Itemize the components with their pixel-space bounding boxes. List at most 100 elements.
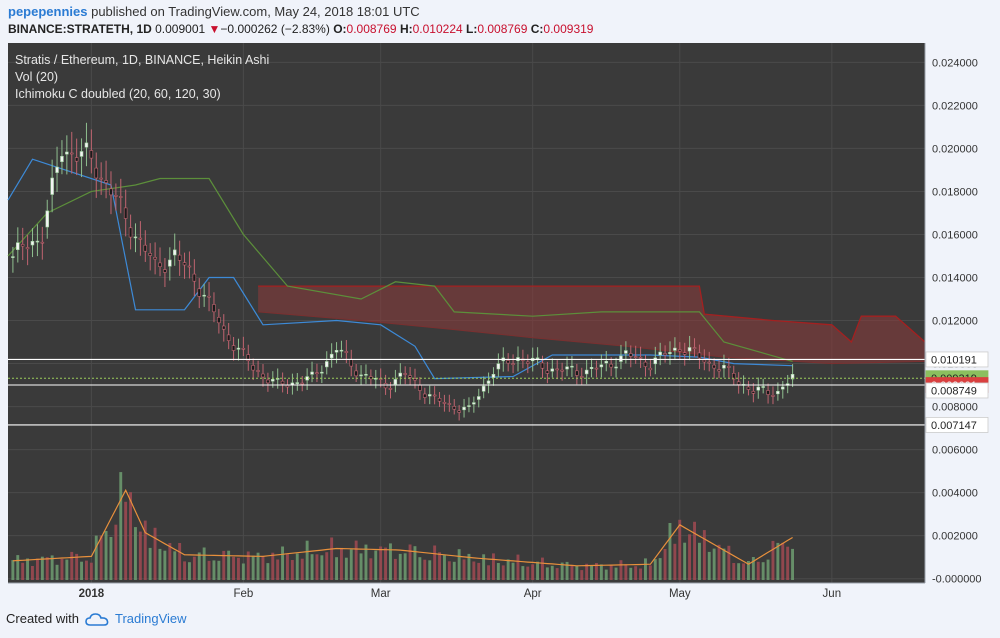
volume-bar — [207, 560, 211, 580]
volume-bar — [472, 561, 476, 580]
volume-bar — [668, 523, 672, 580]
volume-bar — [232, 556, 235, 580]
volume-bar — [183, 561, 186, 580]
volume-bar — [624, 564, 628, 580]
candle-body — [570, 365, 574, 368]
volume-bar — [580, 570, 584, 580]
volume-bar — [619, 560, 623, 580]
candle-body — [472, 402, 476, 405]
volume-bar — [712, 548, 716, 580]
price-axis — [925, 43, 1000, 583]
price-label-box — [925, 417, 989, 433]
candle-body — [231, 345, 236, 351]
volume-bar — [487, 565, 490, 580]
volume-bar — [384, 547, 387, 580]
volume-bar — [163, 550, 167, 580]
tradingview-brand-link[interactable]: TradingView — [114, 611, 187, 626]
volume-bar — [143, 520, 147, 580]
candle-body — [594, 367, 599, 370]
candle-body — [442, 401, 447, 404]
volume-bar — [124, 501, 128, 580]
cloud-area — [258, 286, 926, 364]
candle-body — [99, 177, 103, 180]
candle-body — [182, 262, 187, 266]
candle-body — [285, 385, 290, 388]
candle-body — [354, 370, 358, 377]
candle-body — [731, 372, 736, 380]
volume-bar — [766, 559, 770, 580]
tradingview-cloud-icon — [85, 612, 109, 626]
candle-body — [20, 244, 25, 247]
candle-body — [266, 379, 270, 384]
candle-body — [143, 244, 148, 252]
volume-bar — [727, 545, 731, 580]
candle-body — [192, 273, 197, 282]
candle-body — [324, 361, 329, 368]
volume-bar — [506, 559, 510, 580]
candle-body — [609, 363, 613, 368]
price-level-lines — [8, 358, 925, 426]
candle-body — [60, 156, 64, 163]
candle-body — [89, 150, 94, 159]
candle-body — [628, 353, 633, 357]
volume-bar — [457, 549, 461, 580]
legend: Stratis / Ethereum, 1D, BINANCE, Heikin … — [15, 53, 269, 101]
volume-bar — [560, 562, 564, 580]
candle-body — [462, 406, 466, 411]
candle-body — [40, 241, 45, 244]
candle-body — [712, 364, 716, 369]
volume-bar — [99, 535, 103, 580]
volume-bar — [256, 552, 260, 580]
candle-body — [373, 377, 378, 380]
candle-body — [682, 352, 687, 355]
conversion-line — [7, 158, 793, 380]
volume-bar — [178, 543, 182, 580]
volume-bar — [60, 558, 64, 580]
volume-bar — [315, 554, 319, 580]
candle-body — [256, 370, 260, 372]
volume-bar — [644, 558, 647, 580]
volume-bar — [398, 553, 402, 580]
volume-bar — [595, 563, 598, 580]
candle-body — [496, 363, 501, 370]
created-with-label: Created with — [6, 611, 79, 626]
low-value: 0.008769 — [477, 22, 528, 36]
volume-bar — [300, 558, 304, 580]
candle-body — [687, 347, 692, 352]
volume-bar — [197, 552, 201, 580]
y-tick-label: 0.006000 — [932, 445, 978, 457]
candle-body — [388, 388, 393, 390]
volume-bar — [109, 537, 113, 580]
candle-body — [589, 366, 594, 369]
author-username[interactable]: pepepennies — [8, 4, 88, 19]
candle-body — [202, 294, 206, 297]
candle-body — [173, 249, 177, 256]
candle-body — [226, 334, 231, 341]
volume-bar — [447, 561, 451, 580]
candle-body — [45, 210, 49, 228]
volume-bar — [521, 566, 525, 580]
symbol-label: BINANCE:STRATETH, 1D — [8, 22, 152, 36]
volume-bar — [359, 553, 363, 580]
candle-body — [364, 373, 368, 376]
candle-body — [246, 354, 251, 362]
candle-body — [550, 368, 554, 372]
candle-body — [177, 254, 182, 261]
volume-bar — [237, 557, 240, 580]
candle-body — [212, 304, 216, 313]
volume-bar — [16, 555, 20, 580]
volume-bar — [70, 551, 74, 580]
volume-bar — [26, 558, 29, 580]
volume-bar — [575, 565, 579, 580]
price-chart[interactable]: 0.024000 0.022000 0.020000 0.018000 0.016000… — [0, 40, 1000, 608]
candle-body — [658, 351, 662, 356]
candle-body — [123, 207, 128, 219]
volume-bar — [295, 553, 299, 580]
candle-body — [408, 375, 412, 378]
volume-bar — [747, 561, 750, 580]
volume-bar — [389, 543, 392, 580]
candle-body — [158, 262, 162, 267]
candle-body — [349, 358, 353, 367]
volume-bar — [75, 553, 79, 580]
volume-bar — [413, 546, 417, 580]
